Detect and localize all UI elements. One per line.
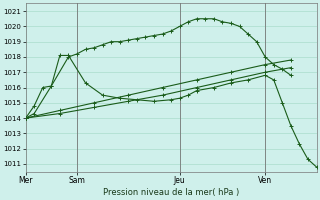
X-axis label: Pression niveau de la mer( hPa ): Pression niveau de la mer( hPa ) [103,188,239,197]
